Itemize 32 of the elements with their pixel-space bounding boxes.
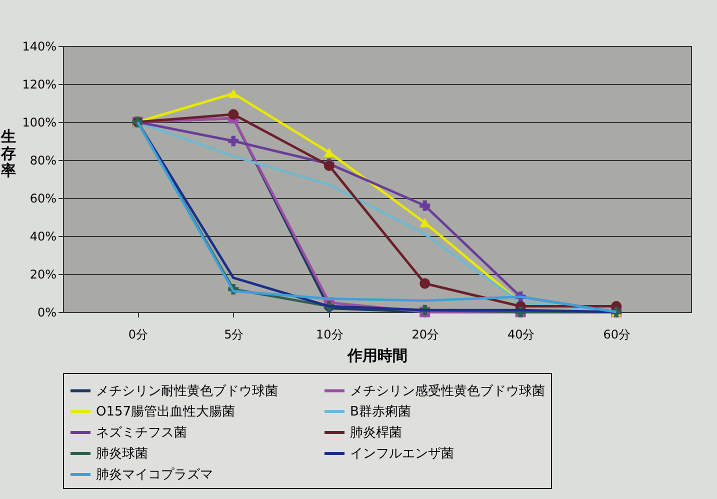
y-tick-label: 140% [22, 40, 56, 54]
legend-label: B群赤痢菌 [350, 404, 411, 420]
point [228, 136, 239, 146]
legend-label: メチシリン耐性黄色ブドウ球菌 [96, 384, 278, 399]
legend-label: O157腸管出血性大腸菌 [96, 404, 236, 420]
point [324, 148, 334, 157]
point [228, 88, 239, 98]
y-tick-label: 120% [22, 78, 56, 92]
x-tick-label: 20分 [412, 328, 440, 342]
x-tick-label: 40分 [507, 328, 535, 342]
y-tick-label: 80% [30, 154, 56, 168]
legend-label: 肺炎桿菌 [350, 426, 402, 440]
point [420, 200, 430, 211]
x-tick-label: 60分 [603, 328, 630, 342]
y-tick-label: 60% [30, 192, 56, 206]
legend-label: インフルエンザ菌 [350, 446, 454, 462]
x-tick-label: 5分 [224, 328, 244, 342]
legend-label: 肺炎マイコプラズマ [96, 468, 213, 482]
legend-label: ネズミチフス菌 [96, 426, 187, 440]
y-tick-label: 20% [30, 268, 56, 282]
legend-label: メチシリン感受性黄色ブドウ球菌 [350, 384, 545, 399]
legend-label: 肺炎球菌 [96, 446, 148, 462]
point [420, 278, 430, 289]
x-axis-title: 作用時間 [346, 346, 408, 364]
point [228, 109, 239, 120]
x-tick-label: 10分 [316, 328, 344, 342]
x-tick-label: 0分 [128, 328, 148, 342]
y-axis-title: 生存率 [0, 128, 16, 180]
y-tick-label: 40% [30, 230, 56, 244]
y-tick-label: 0% [37, 306, 56, 320]
point [420, 218, 430, 228]
y-tick-label: 100% [22, 116, 56, 130]
